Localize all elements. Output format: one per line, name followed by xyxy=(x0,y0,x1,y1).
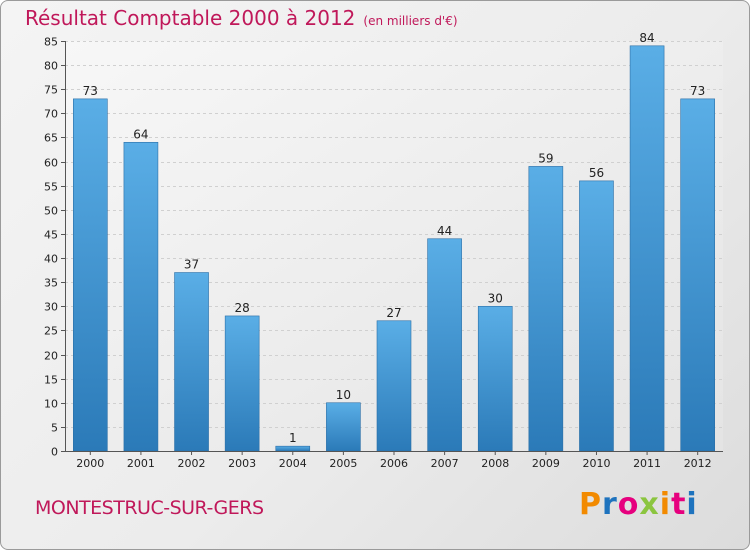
y-tick-label: 30 xyxy=(44,301,58,314)
y-tick-label: 15 xyxy=(44,374,58,387)
logo-letter: r xyxy=(602,487,618,522)
bar-2002 xyxy=(174,272,209,452)
bar-2008 xyxy=(477,305,513,452)
commune-name: MONTESTRUC-SUR-GERS xyxy=(35,497,264,519)
value-label-2010: 56 xyxy=(589,166,604,180)
logo-letter: x xyxy=(639,487,660,522)
chart-subtitle: (en milliers d'€) xyxy=(363,14,458,28)
bar-2012 xyxy=(680,98,715,452)
bar-2006 xyxy=(376,320,412,452)
y-tick-label: 35 xyxy=(44,277,58,290)
y-tick-label: 70 xyxy=(44,108,58,121)
x-tick-label-2006: 2006 xyxy=(380,457,408,470)
x-tick-label-2000: 2000 xyxy=(76,457,104,470)
x-tick-label-2012: 2012 xyxy=(684,457,712,470)
y-tick-label: 20 xyxy=(44,350,58,363)
value-label-2001: 64 xyxy=(133,127,148,141)
y-tick-label: 65 xyxy=(44,132,58,145)
x-tick-label-2002: 2002 xyxy=(178,457,206,470)
logo-letter: i xyxy=(686,487,698,522)
proxiti-logo: Proxiti xyxy=(579,487,698,522)
value-label-2000: 73 xyxy=(83,84,98,98)
x-tick-label-2007: 2007 xyxy=(431,457,459,470)
chart-title: Résultat Comptable 2000 à 2012 (en millie… xyxy=(25,6,458,30)
logo-letter: o xyxy=(617,487,640,522)
value-label-2003: 28 xyxy=(235,301,250,315)
value-label-2006: 27 xyxy=(386,306,401,320)
y-tick-label: 40 xyxy=(44,253,58,266)
y-tick-label: 55 xyxy=(44,181,58,194)
value-label-2002: 37 xyxy=(184,258,199,272)
y-tick-label: 60 xyxy=(44,157,58,170)
bar-2007 xyxy=(427,238,462,452)
chart-title-text: Résultat Comptable 2000 à 2012 xyxy=(25,6,356,30)
x-tick-label-2009: 2009 xyxy=(532,457,560,470)
y-tick-label: 25 xyxy=(44,325,58,338)
value-label-2007: 44 xyxy=(437,224,452,238)
value-label-2012: 73 xyxy=(690,84,705,98)
y-tick-label: 75 xyxy=(44,84,58,97)
y-tick-label: 45 xyxy=(44,229,58,242)
bar-2009 xyxy=(528,166,564,452)
value-label-2004: 1 xyxy=(289,431,297,445)
bar-2005 xyxy=(326,402,361,452)
y-tick-label: 50 xyxy=(44,205,58,218)
x-tick-label-2010: 2010 xyxy=(582,457,610,470)
y-tick-label: 85 xyxy=(44,36,58,49)
x-tick-label-2008: 2008 xyxy=(481,457,509,470)
bar-2003 xyxy=(224,315,260,452)
bar-2010 xyxy=(579,180,614,452)
x-tick-label-2001: 2001 xyxy=(127,457,155,470)
logo-letter: P xyxy=(579,487,602,522)
x-tick-label-2003: 2003 xyxy=(228,457,256,470)
y-tick-label: 0 xyxy=(51,446,58,459)
value-label-2011: 84 xyxy=(639,31,654,45)
bar-2001 xyxy=(123,141,159,452)
y-tick-label: 80 xyxy=(44,60,58,73)
x-tick-label-2005: 2005 xyxy=(329,457,357,470)
logo-letter: i xyxy=(659,487,672,522)
value-label-2008: 30 xyxy=(488,291,503,305)
bar-2000 xyxy=(73,98,108,452)
logo-letter: t xyxy=(671,487,687,522)
x-tick-label-2004: 2004 xyxy=(279,457,307,470)
x-tick-label-2011: 2011 xyxy=(633,457,661,470)
value-label-2009: 59 xyxy=(538,151,553,165)
bar-2011 xyxy=(629,45,665,452)
y-tick-label: 5 xyxy=(51,422,58,435)
value-label-2005: 10 xyxy=(336,388,351,402)
bar-2004 xyxy=(275,445,311,452)
y-tick-label: 10 xyxy=(44,398,58,411)
